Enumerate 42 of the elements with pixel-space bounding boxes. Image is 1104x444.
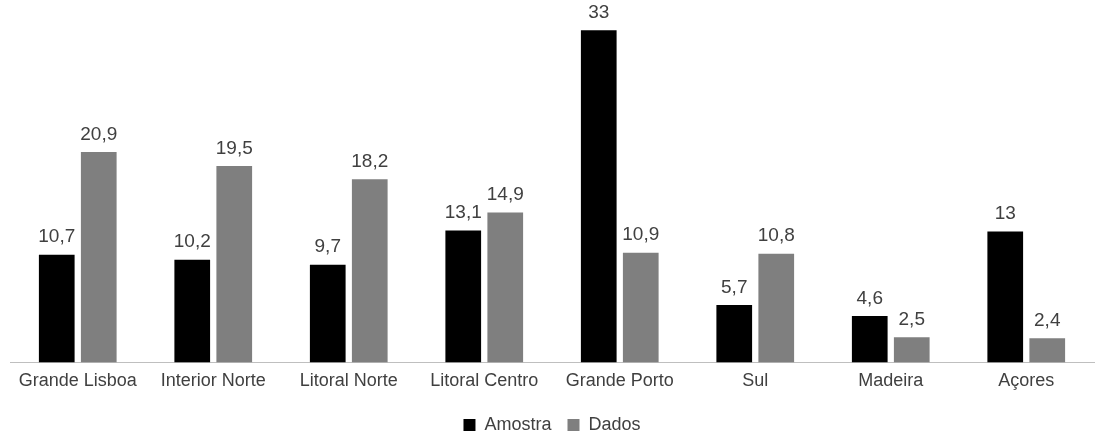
legend-label: Dados — [588, 413, 641, 434]
legend-label: Amostra — [484, 413, 553, 434]
data-label: 5,7 — [721, 275, 748, 297]
data-label: 10,9 — [622, 223, 660, 245]
x-tick-label: Interior Norte — [160, 370, 266, 391]
data-label: 9,7 — [314, 235, 341, 257]
bar — [309, 264, 346, 363]
data-label: 10,7 — [38, 225, 76, 247]
x-tick-label: Grande Lisboa — [18, 370, 138, 391]
bar — [716, 305, 753, 363]
x-tick-label: Sul — [742, 370, 769, 391]
bar — [216, 166, 253, 363]
data-label: 2,4 — [1034, 308, 1061, 330]
x-tick-label: Grande Porto — [565, 370, 674, 391]
data-label: 10,8 — [757, 224, 795, 246]
data-label: 2,5 — [898, 307, 925, 329]
data-label: 18,2 — [351, 149, 389, 171]
data-label: 14,9 — [486, 183, 524, 205]
bar — [851, 316, 888, 363]
bar — [80, 151, 117, 363]
bar — [351, 179, 388, 363]
bar — [487, 212, 524, 363]
bar — [445, 230, 482, 363]
bar — [174, 259, 211, 363]
data-label: 33 — [588, 0, 610, 22]
bar — [580, 30, 617, 363]
data-label: 13,1 — [444, 201, 482, 223]
bar — [622, 252, 659, 363]
bar — [893, 337, 930, 363]
bar — [38, 254, 75, 363]
x-tick-label: Madeira — [858, 370, 925, 391]
bar — [987, 231, 1024, 363]
data-label: 4,6 — [856, 286, 883, 308]
x-tick-label: Litoral Norte — [299, 370, 398, 391]
x-tick-label: Açores — [998, 370, 1055, 391]
data-label: 20,9 — [80, 122, 118, 144]
data-label: 13 — [994, 202, 1016, 224]
data-label: 19,5 — [215, 136, 253, 158]
bar — [758, 253, 795, 363]
data-label: 10,2 — [173, 230, 211, 252]
x-tick-label: Litoral Centro — [430, 370, 539, 391]
bar — [1029, 338, 1066, 363]
